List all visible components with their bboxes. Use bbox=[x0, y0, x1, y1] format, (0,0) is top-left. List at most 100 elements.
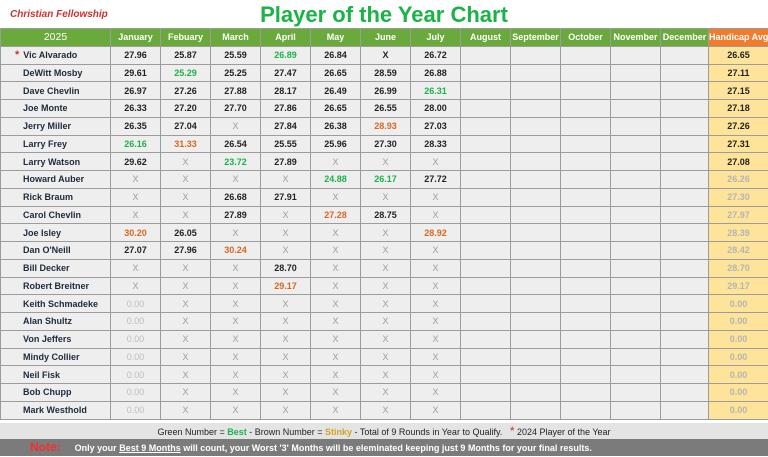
top-bar: Christian Fellowship Player of the Year … bbox=[0, 0, 768, 28]
score-cell: 30.20 bbox=[111, 224, 161, 242]
score-cell bbox=[511, 82, 561, 100]
month-header: January bbox=[111, 29, 161, 47]
score-cell: X bbox=[161, 295, 211, 313]
score-cell: X bbox=[411, 330, 461, 348]
score-cell bbox=[561, 206, 611, 224]
score-cell: X bbox=[361, 224, 411, 242]
handicap-avg-cell: 27.08 bbox=[709, 153, 768, 171]
score-value: X bbox=[182, 370, 188, 380]
score-cell bbox=[561, 188, 611, 206]
score-cell bbox=[561, 82, 611, 100]
score-value: 27.89 bbox=[224, 210, 247, 220]
month-header: May bbox=[311, 29, 361, 47]
score-cell: X bbox=[211, 171, 261, 189]
score-cell: 0.00 bbox=[111, 295, 161, 313]
score-cell bbox=[461, 330, 511, 348]
score-cell bbox=[511, 117, 561, 135]
score-cell bbox=[461, 384, 511, 402]
score-cell: X bbox=[311, 153, 361, 171]
score-value: 0.00 bbox=[127, 316, 145, 326]
score-cell: X bbox=[311, 277, 361, 295]
score-value: X bbox=[432, 281, 438, 291]
score-cell: 27.89 bbox=[211, 206, 261, 224]
score-value: 27.70 bbox=[224, 103, 247, 113]
score-cell: 26.88 bbox=[411, 64, 461, 82]
score-cell: 27.84 bbox=[261, 117, 311, 135]
score-cell: X bbox=[411, 259, 461, 277]
score-value: X bbox=[432, 263, 438, 273]
handicap-avg-cell: 29.17 bbox=[709, 277, 768, 295]
score-value: X bbox=[182, 352, 188, 362]
player-name: Joe Monte bbox=[23, 103, 68, 113]
score-cell: 26.65 bbox=[311, 64, 361, 82]
score-cell: X bbox=[211, 224, 261, 242]
score-cell: 31.33 bbox=[161, 135, 211, 153]
score-cell bbox=[611, 313, 661, 331]
score-cell: 27.96 bbox=[111, 46, 161, 64]
score-cell: 0.00 bbox=[111, 330, 161, 348]
score-cell bbox=[461, 242, 511, 260]
score-value: X bbox=[332, 245, 338, 255]
score-cell: X bbox=[361, 259, 411, 277]
score-value: 25.87 bbox=[174, 50, 197, 60]
player-name: Joe Isley bbox=[23, 228, 61, 238]
legend-green-prefix: Green Number = bbox=[157, 427, 227, 437]
handicap-avg-cell: 28.42 bbox=[709, 242, 768, 260]
score-cell: 28.33 bbox=[411, 135, 461, 153]
score-cell: X bbox=[311, 313, 361, 331]
score-cell: X bbox=[211, 384, 261, 402]
score-cell bbox=[611, 64, 661, 82]
handicap-avg-cell: 28.70 bbox=[709, 259, 768, 277]
score-cell bbox=[661, 171, 709, 189]
score-cell: X bbox=[111, 277, 161, 295]
player-name-cell: Joe Monte bbox=[1, 100, 111, 118]
score-value: X bbox=[232, 263, 238, 273]
score-cell: X bbox=[311, 259, 361, 277]
score-cell bbox=[661, 100, 709, 118]
score-value: 26.16 bbox=[124, 139, 147, 149]
score-value: X bbox=[282, 174, 288, 184]
score-cell bbox=[561, 277, 611, 295]
score-cell: X bbox=[161, 153, 211, 171]
score-value: 26.55 bbox=[374, 103, 397, 113]
score-cell bbox=[561, 366, 611, 384]
player-name-cell: Larry Watson bbox=[1, 153, 111, 171]
handicap-avg-cell: 0.00 bbox=[709, 348, 768, 366]
score-value: X bbox=[382, 405, 388, 415]
score-value: X bbox=[282, 352, 288, 362]
score-value: X bbox=[432, 334, 438, 344]
score-cell: 26.89 bbox=[261, 46, 311, 64]
score-value: X bbox=[282, 370, 288, 380]
score-value: X bbox=[282, 387, 288, 397]
score-cell: 0.00 bbox=[111, 401, 161, 419]
score-value: X bbox=[232, 387, 238, 397]
score-value: 26.89 bbox=[274, 50, 297, 60]
handicap-header: Handicap Avg bbox=[709, 29, 768, 47]
score-cell bbox=[611, 153, 661, 171]
score-value: X bbox=[332, 299, 338, 309]
score-cell: X bbox=[111, 259, 161, 277]
score-value: 28.92 bbox=[424, 228, 447, 238]
month-header: March bbox=[211, 29, 261, 47]
score-cell bbox=[661, 224, 709, 242]
score-value: 23.72 bbox=[224, 157, 247, 167]
score-cell: X bbox=[361, 330, 411, 348]
score-value: X bbox=[182, 157, 188, 167]
score-cell: 26.97 bbox=[111, 82, 161, 100]
score-cell: 26.99 bbox=[361, 82, 411, 100]
score-value: X bbox=[182, 281, 188, 291]
score-cell bbox=[561, 135, 611, 153]
score-cell bbox=[511, 188, 561, 206]
score-value: X bbox=[182, 263, 188, 273]
score-cell bbox=[611, 295, 661, 313]
month-header: September bbox=[511, 29, 561, 47]
score-value: X bbox=[132, 174, 138, 184]
score-value: X bbox=[332, 334, 338, 344]
score-value: X bbox=[432, 316, 438, 326]
score-value: 25.25 bbox=[224, 68, 247, 78]
score-value: X bbox=[432, 192, 438, 202]
